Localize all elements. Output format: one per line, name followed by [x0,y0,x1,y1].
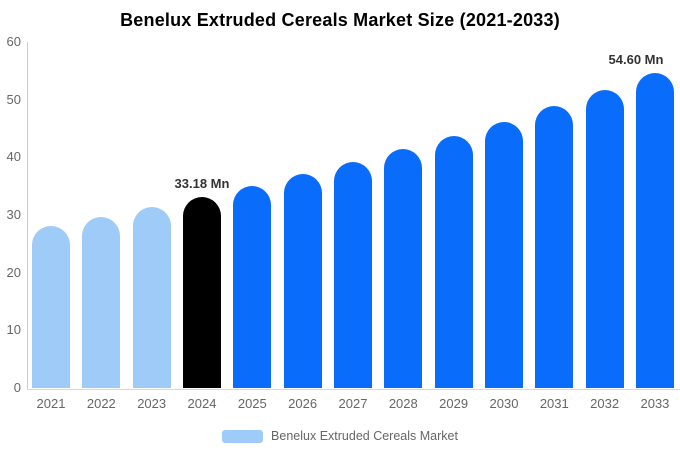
legend-swatch [222,429,264,443]
x-label-2032: 2032 [590,396,620,411]
x-label-2028: 2028 [388,396,418,411]
bar-2021 [32,225,70,388]
bar-2027 [333,161,372,388]
bar-2032 [585,90,624,388]
x-label-2023: 2023 [137,396,167,411]
x-label-2031: 2031 [539,396,569,411]
y-tick-label-50: 50 [6,91,21,107]
y-tick-label-10: 10 [6,322,21,338]
bar-2031 [535,106,574,388]
x-label-2025: 2025 [237,396,267,411]
y-tick-label-0: 0 [13,380,21,395]
x-label-2027: 2027 [338,396,368,411]
y-tick-label-30: 30 [6,207,21,222]
x-label-2024: 2024 [187,396,217,411]
bar-2028 [384,149,423,388]
value-label-2033: 54.60 Mn [608,52,664,68]
x-label-2033: 2033 [640,396,670,411]
x-label-2022: 2022 [86,396,116,411]
bar-2026 [283,174,322,388]
bar-2024 [182,196,221,388]
chart-title: Benelux Extruded Cereals Market Size (20… [120,10,560,30]
y-tick-label-60: 60 [6,34,21,49]
y-axis-line [27,42,28,389]
bar-2030 [484,121,523,388]
legend-item-benelux-extruded-cereals-market[interactable]: Benelux Extruded Cereals Market [222,429,458,443]
bar-2033 [635,73,674,388]
value-label-2024: 33.18 Mn [174,175,230,191]
legend-label: Benelux Extruded Cereals Market [271,429,458,443]
bar-2029 [434,136,473,388]
x-axis-line [27,389,680,390]
bar-2025 [233,185,272,388]
y-tick-label-20: 20 [6,264,21,280]
x-label-2030: 2030 [489,396,519,411]
x-label-2026: 2026 [288,396,318,411]
y-tick-label-40: 40 [6,149,21,165]
bar-2022 [82,216,121,388]
x-label-2029: 2029 [439,396,469,411]
bar-2023 [132,206,171,388]
legend: Benelux Extruded Cereals Market [0,429,680,443]
x-label-2021: 2021 [36,396,66,411]
